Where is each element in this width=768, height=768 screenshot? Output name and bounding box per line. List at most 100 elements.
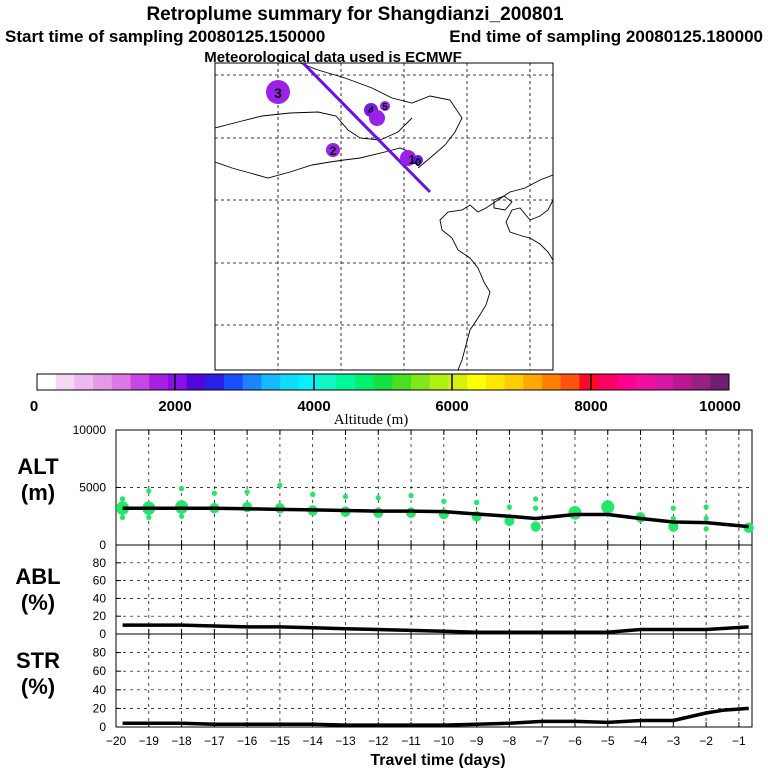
y-tick-label: 80 xyxy=(93,646,107,660)
colorbar-cell xyxy=(691,374,711,390)
x-tick-label: −8 xyxy=(503,734,517,748)
altitude-cluster-point xyxy=(146,514,152,521)
colorbar-cell xyxy=(467,374,487,390)
y-tick-label: 5000 xyxy=(79,481,106,495)
map-coastlines xyxy=(215,63,553,370)
alt-panel: 0 5000 10000 xyxy=(73,423,754,552)
y-tick-label: 60 xyxy=(93,664,107,678)
colorbar-cell xyxy=(616,374,636,390)
colorbar-tick-4000: 4000 xyxy=(297,398,330,415)
colorbar-cell xyxy=(298,374,319,390)
colorbar-cell xyxy=(55,374,75,390)
colorbar-tick-2000: 2000 xyxy=(158,398,191,415)
cluster-4-label: 4 xyxy=(368,105,375,117)
abl-panel: 0 20 40 60 80 xyxy=(93,544,753,641)
x-tick-label: −2 xyxy=(699,734,713,748)
cluster-5-label: 5 xyxy=(382,102,388,113)
altitude-cluster-point xyxy=(530,521,541,532)
x-tick-label: −11 xyxy=(401,734,421,748)
abl-panel-unit: (%) xyxy=(21,590,55,615)
y-tick-label: 20 xyxy=(93,609,107,623)
altitude-cluster-point xyxy=(668,521,679,532)
colorbar-cell xyxy=(167,374,188,390)
colorbar-cell xyxy=(485,374,506,390)
colorbar-cell xyxy=(392,374,412,390)
colorbar-cell xyxy=(186,374,206,390)
altitude-cluster-point xyxy=(533,496,539,502)
end-time-label: End time of sampling 20080125.180000 xyxy=(449,27,763,46)
colorbar-cell xyxy=(317,374,337,390)
x-tick-label: −6 xyxy=(568,734,582,748)
str-panel-unit: (%) xyxy=(21,674,55,699)
cluster-3-label: 3 xyxy=(274,85,282,101)
met-data-label: Meteorological data used is ECMWF xyxy=(204,49,462,66)
cluster-5-marker xyxy=(369,110,385,126)
colorbar-cell xyxy=(448,374,468,390)
altitude-cluster-point xyxy=(703,526,709,532)
altitude-cluster-point xyxy=(178,485,185,492)
colorbar-cell xyxy=(74,374,94,390)
x-tick-label: −19 xyxy=(139,734,160,748)
cluster-3-marker xyxy=(266,80,290,104)
x-tick-label: −5 xyxy=(601,734,615,748)
colorbar-cell xyxy=(429,374,449,390)
colorbar-cell xyxy=(523,374,543,390)
series-line xyxy=(122,506,749,529)
trajectory-clusters: 3 2 4 5 1 0 xyxy=(266,63,432,194)
map-frame xyxy=(214,62,554,371)
altitude-cluster-point xyxy=(310,491,316,498)
alt-panel-label: ALT xyxy=(17,454,59,479)
y-tick-label: 60 xyxy=(93,574,107,588)
colorbar-label: Altitude (m) xyxy=(334,412,409,428)
colorbar-cell xyxy=(560,374,580,390)
colorbar-cell xyxy=(280,374,300,390)
x-axis-title: Travel time (days) xyxy=(370,752,505,768)
y-tick-label: 0 xyxy=(99,627,106,641)
altitude-cluster-point xyxy=(119,514,126,521)
altitude-cluster-point xyxy=(119,496,126,502)
colorbar-cell xyxy=(373,374,393,390)
cluster-1-marker xyxy=(400,150,416,166)
y-tick-label: 10000 xyxy=(73,423,107,437)
colorbar-cell xyxy=(242,374,262,390)
x-tick-label: −9 xyxy=(470,734,484,748)
x-tick-label: −3 xyxy=(666,734,680,748)
cluster-1-label: 1 xyxy=(408,152,415,167)
altitude-cluster-point xyxy=(178,513,185,519)
colorbar-tick-0: 0 xyxy=(30,398,38,415)
altitude-cluster-point xyxy=(506,504,513,510)
panel-frame xyxy=(115,544,753,635)
colorbar-cell xyxy=(336,374,356,390)
altitude-cluster-point xyxy=(408,492,414,499)
y-tick-label: 0 xyxy=(99,720,106,734)
colorbar-frame xyxy=(36,373,730,391)
colorbar-cells xyxy=(37,374,730,390)
altitude-cluster-point xyxy=(441,498,447,505)
panel-frame xyxy=(115,633,753,728)
str-panel-label: STR xyxy=(16,648,60,673)
colorbar-cell xyxy=(579,374,599,390)
x-tick-label: −17 xyxy=(204,734,225,748)
x-tick-label: −7 xyxy=(535,734,549,748)
colorbar-tick-8000: 8000 xyxy=(574,398,607,415)
altitude-cluster-point xyxy=(277,482,283,488)
altitude-cluster-point xyxy=(375,495,381,501)
colorbar-cell xyxy=(111,374,132,390)
series-line xyxy=(122,623,749,634)
cluster-2-marker xyxy=(326,143,340,157)
altitude-cluster-point xyxy=(116,501,130,516)
colorbar-cell xyxy=(261,374,281,390)
colorbar-cell xyxy=(205,374,225,390)
x-tick-label: −15 xyxy=(270,734,291,748)
colorbar-tick-6000: 6000 xyxy=(435,398,468,415)
colorbar-cell xyxy=(354,374,375,390)
colorbar-cell xyxy=(411,374,431,390)
y-tick-label: 20 xyxy=(93,701,107,715)
colorbar-dividers xyxy=(174,374,592,390)
colorbar-cell xyxy=(635,374,655,390)
colorbar-cell xyxy=(541,374,562,390)
abl-panel-label: ABL xyxy=(15,564,60,589)
x-tick-label: −16 xyxy=(237,734,258,748)
altitude-cluster-point xyxy=(146,488,152,494)
